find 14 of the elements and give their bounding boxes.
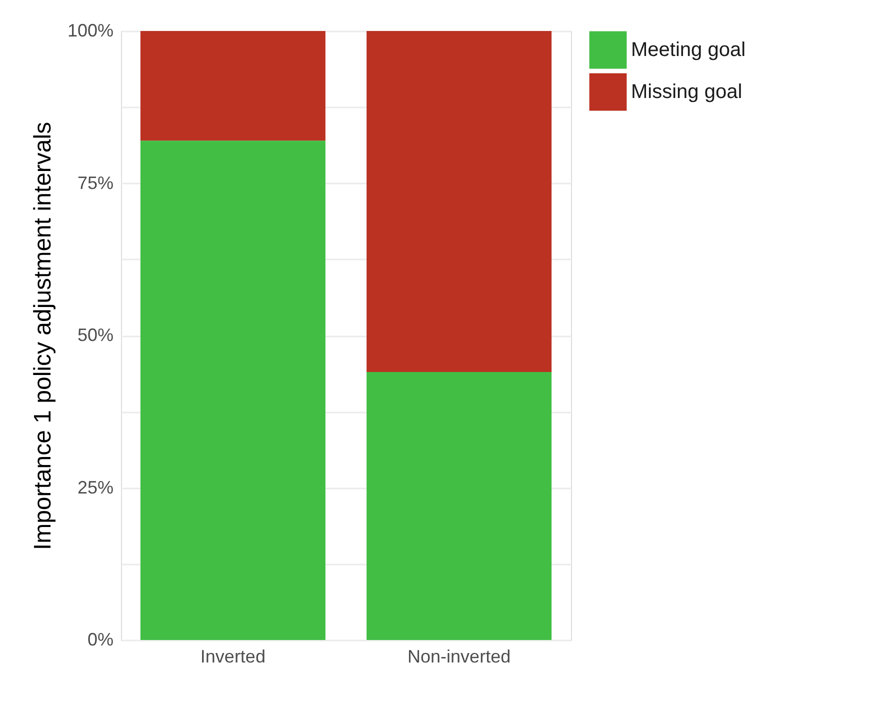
bar [366, 31, 552, 372]
y-tick-label: 50% [77, 325, 114, 345]
legend-label: Meeting goal [631, 39, 746, 61]
x-tick-label: Non-inverted [408, 646, 511, 666]
bar [140, 140, 326, 640]
bar [140, 31, 326, 141]
legend-label: Missing goal [631, 81, 742, 103]
y-tick-label: 75% [77, 172, 114, 193]
y-tick-label: 0% [87, 630, 114, 650]
bar [366, 372, 552, 640]
y-axis-title: Importance 1 policy adjustment intervals [29, 122, 56, 550]
y-tick-label: 100% [67, 20, 114, 40]
x-tick-label: Inverted [200, 646, 266, 666]
y-tick-label: 25% [77, 477, 114, 498]
